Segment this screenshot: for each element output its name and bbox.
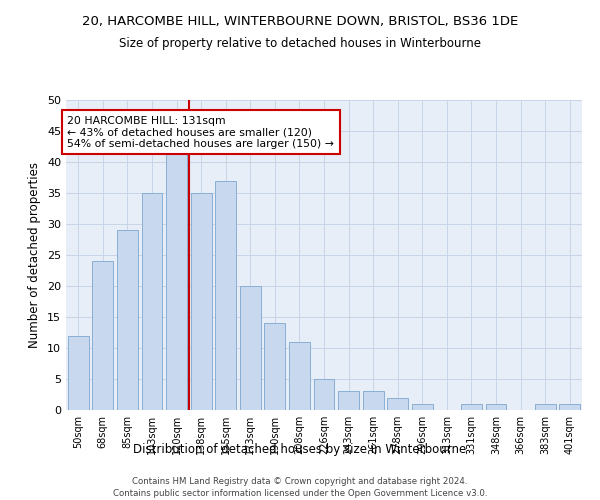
Bar — [289, 342, 310, 410]
Bar — [166, 150, 187, 410]
Bar — [535, 404, 556, 410]
Bar — [559, 404, 580, 410]
Text: Contains HM Land Registry data © Crown copyright and database right 2024.: Contains HM Land Registry data © Crown c… — [132, 478, 468, 486]
Text: Contains public sector information licensed under the Open Government Licence v3: Contains public sector information licen… — [113, 489, 487, 498]
Bar — [362, 392, 383, 410]
Bar — [240, 286, 261, 410]
Bar — [485, 404, 506, 410]
Bar — [338, 392, 359, 410]
Text: Size of property relative to detached houses in Winterbourne: Size of property relative to detached ho… — [119, 38, 481, 51]
Bar — [314, 379, 334, 410]
Bar — [68, 336, 89, 410]
Text: 20, HARCOMBE HILL, WINTERBOURNE DOWN, BRISTOL, BS36 1DE: 20, HARCOMBE HILL, WINTERBOURNE DOWN, BR… — [82, 15, 518, 28]
Bar — [191, 193, 212, 410]
Bar — [215, 180, 236, 410]
Text: 20 HARCOMBE HILL: 131sqm
← 43% of detached houses are smaller (120)
54% of semi-: 20 HARCOMBE HILL: 131sqm ← 43% of detach… — [67, 116, 334, 148]
Bar — [92, 261, 113, 410]
Bar — [461, 404, 482, 410]
Bar — [412, 404, 433, 410]
Bar — [142, 193, 163, 410]
Bar — [265, 323, 286, 410]
Bar — [117, 230, 138, 410]
Y-axis label: Number of detached properties: Number of detached properties — [28, 162, 41, 348]
Bar — [387, 398, 408, 410]
Text: Distribution of detached houses by size in Winterbourne: Distribution of detached houses by size … — [133, 442, 467, 456]
